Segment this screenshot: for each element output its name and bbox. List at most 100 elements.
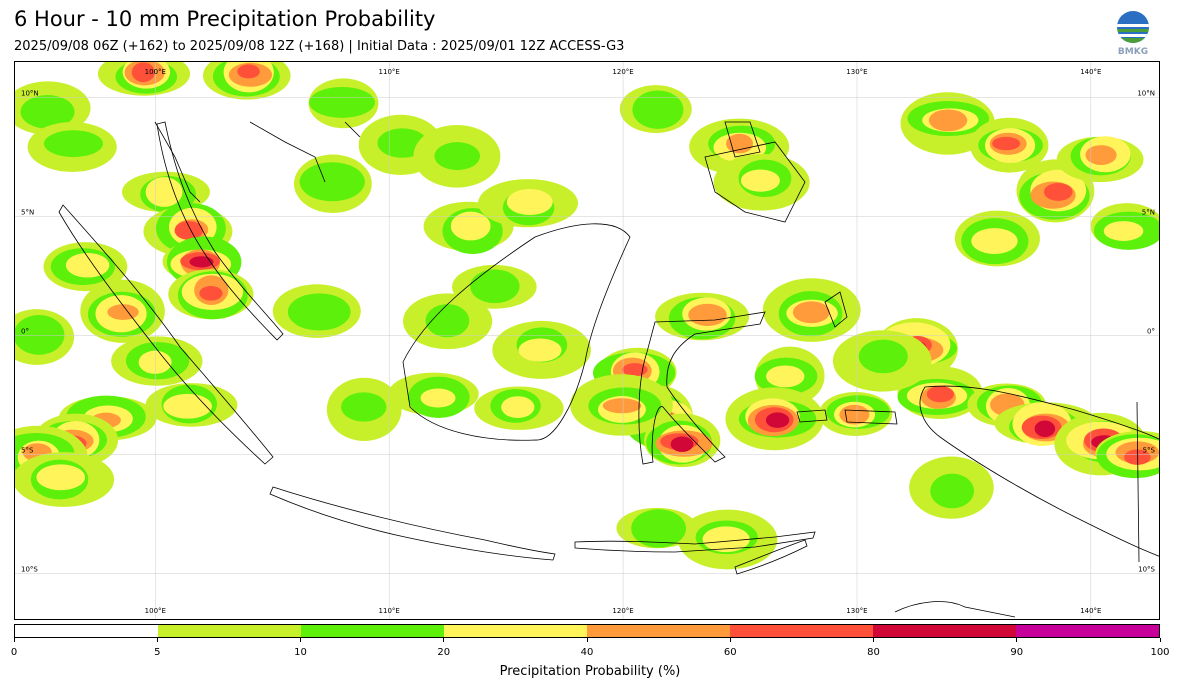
- precip-cell: [15, 81, 91, 135]
- lat-label-left: 0°: [21, 328, 29, 336]
- precip-cell: [909, 456, 994, 519]
- precip-level-2: [309, 87, 375, 118]
- precip-level-4: [792, 301, 830, 324]
- coastline-luzon-visayas: [724, 121, 761, 158]
- precip-cell: [762, 278, 861, 342]
- precip-level-5: [199, 286, 223, 301]
- precip-level-2: [434, 142, 481, 171]
- precip-level-3: [65, 252, 110, 278]
- precip-level-2: [858, 339, 908, 374]
- precip-cell: [754, 346, 825, 406]
- precip-level-3: [36, 464, 86, 491]
- lat-label-right: 5°S: [1143, 446, 1156, 454]
- colorbar-tickmark: [13, 638, 15, 642]
- map-subtitle: 2025/09/08 06Z (+162) to 2025/09/08 12Z …: [14, 39, 625, 54]
- coordinate-labels: 100°E 100°E 110°E 110°E 120°E 120°E 130°E 130°E…: [21, 68, 1156, 615]
- precip-level-2: [43, 130, 103, 158]
- precip-level-4: [928, 109, 968, 132]
- precip-level-3: [145, 177, 183, 207]
- precip-level-4: [602, 398, 642, 414]
- precip-cell: [111, 336, 203, 386]
- colorbar-segment: [1016, 625, 1159, 637]
- coastline-seram: [796, 409, 898, 425]
- precip-cell: [619, 85, 692, 133]
- precip-level-2: [20, 95, 75, 129]
- precip-cell: [832, 330, 932, 392]
- precip-cell: [954, 210, 1040, 267]
- precip-cell: [272, 284, 361, 338]
- precip-cell: [474, 386, 564, 430]
- colorbar-tickmark: [1016, 638, 1018, 642]
- lon-label-top: 130°E: [846, 68, 867, 76]
- precip-cell: [1056, 136, 1144, 183]
- map-title: 6 Hour - 10 mm Precipitation Probability: [14, 7, 436, 31]
- coastline-nusa-tenggara: [574, 531, 816, 553]
- precip-cell: [80, 279, 165, 343]
- precip-cell: [121, 171, 210, 213]
- colorbar-tick-label: 80: [867, 647, 880, 658]
- precip-level-4: [839, 404, 870, 425]
- precip-cell: [145, 383, 238, 427]
- precip-level-5: [1043, 183, 1073, 201]
- precip-cell: [452, 264, 537, 309]
- precip-level-3: [420, 388, 456, 408]
- precip-level-3: [506, 189, 553, 216]
- precip-cell: [677, 509, 778, 570]
- lat-label-right: 0°: [1147, 328, 1155, 336]
- lat-label-left: 10°S: [21, 565, 38, 573]
- coastline-sumatra: [58, 204, 274, 465]
- precip-level-4: [726, 133, 754, 154]
- precipitation-layer: [15, 62, 1159, 570]
- lon-label-bottom: 120°E: [612, 607, 633, 615]
- precip-level-3: [766, 365, 805, 388]
- colorbar-tickmark: [586, 638, 588, 642]
- colorbar-tick-label: 0: [10, 647, 18, 658]
- precip-level-3: [702, 526, 750, 553]
- bmkg-logo: BMKG: [1114, 10, 1152, 57]
- colorbar-tick-label: 5: [154, 647, 161, 658]
- precip-cell: [570, 374, 673, 436]
- precip-level-2: [287, 293, 351, 331]
- precip-cell: [1095, 431, 1159, 479]
- lon-label-top: 140°E: [1080, 68, 1101, 76]
- precip-cell: [388, 372, 479, 418]
- lon-label-top: 120°E: [612, 68, 633, 76]
- precip-level-4: [688, 303, 727, 326]
- precip-cell: [655, 292, 750, 341]
- precip-cell: [725, 387, 824, 451]
- precip-cell: [1090, 203, 1159, 250]
- coastline-borneo: [402, 223, 631, 441]
- lat-label-right: 10°S: [1138, 565, 1155, 573]
- precip-level-6: [189, 256, 214, 268]
- precip-level-2: [341, 392, 387, 422]
- precip-cell: [478, 179, 579, 228]
- coastline-timor: [734, 539, 808, 575]
- precip-level-3: [501, 396, 535, 419]
- precip-cell: [818, 391, 893, 436]
- lon-label-bottom: 110°E: [379, 607, 400, 615]
- precip-level-3: [163, 393, 212, 419]
- lon-label-bottom: 140°E: [1080, 607, 1101, 615]
- precip-cell: [203, 62, 291, 100]
- lon-label-bottom: 130°E: [846, 607, 867, 615]
- colorbar-segment: [730, 625, 873, 637]
- colorbar: [14, 624, 1160, 638]
- logo-text: BMKG: [1118, 47, 1148, 56]
- precip-cell: [403, 293, 493, 350]
- coastline-australia: [894, 601, 1016, 618]
- lat-label-left: 5°S: [21, 446, 34, 454]
- precip-level-5: [926, 386, 954, 403]
- precip-cell: [326, 377, 402, 441]
- precip-level-2: [930, 473, 975, 509]
- precip-level-5: [237, 64, 260, 79]
- precip-cell: [970, 117, 1049, 173]
- coastline-java: [269, 486, 556, 561]
- colorbar-tickmark: [156, 638, 158, 642]
- colorbar-tick-label: 10: [294, 647, 307, 658]
- colorbar-label: Precipitation Probability (%): [499, 664, 681, 679]
- precip-level-6: [1034, 420, 1056, 437]
- precip-cell: [308, 78, 379, 129]
- coastline-malay-peninsula: [156, 121, 284, 341]
- colorbar-tick-label: 100: [1150, 647, 1170, 658]
- graticule: [15, 62, 1159, 619]
